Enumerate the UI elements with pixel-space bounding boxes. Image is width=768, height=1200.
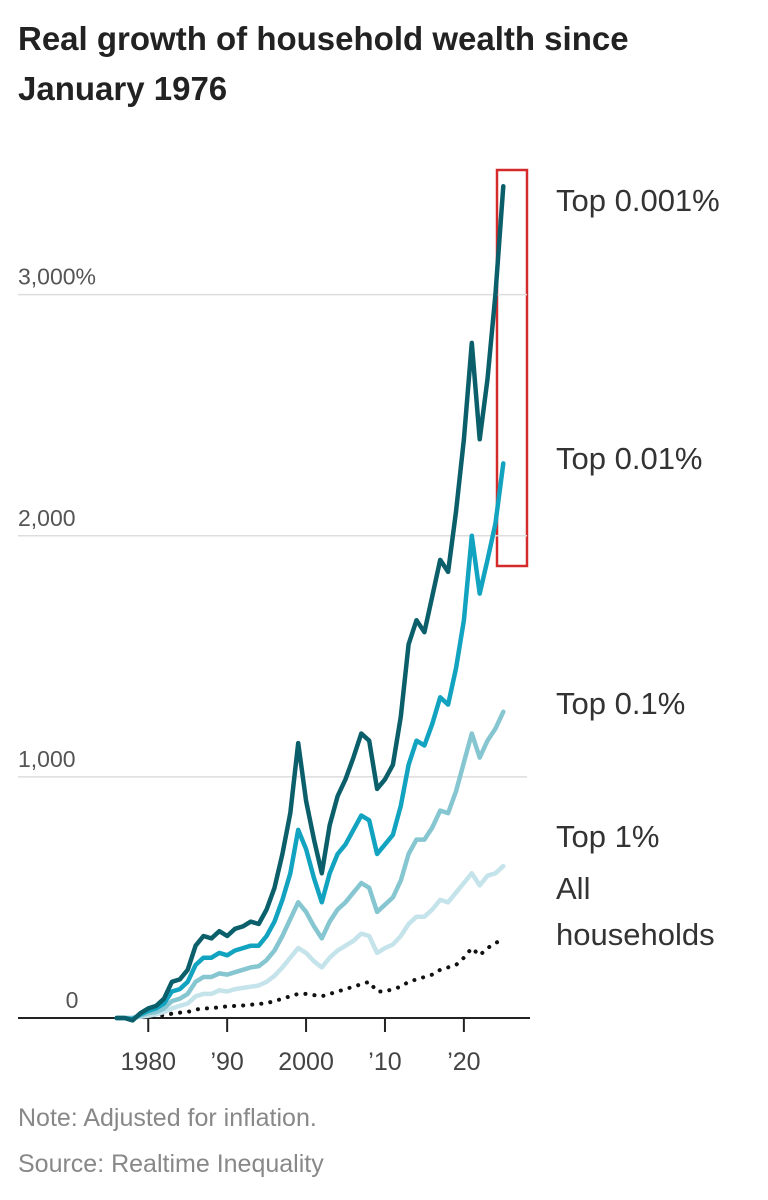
x-tick-label: ’90 xyxy=(210,1048,243,1076)
x-tick-label: 2000 xyxy=(278,1048,334,1076)
y-tick-label: 1,000 xyxy=(18,746,76,772)
series-label: All households xyxy=(556,871,715,952)
y-tick-label: 2,000 xyxy=(18,505,76,531)
series-label: Top 0.1% xyxy=(556,686,686,721)
x-tick-label: ’10 xyxy=(368,1048,401,1076)
y-tick-label: 0 xyxy=(66,987,79,1013)
series-line xyxy=(114,936,506,1020)
series-label: Top 0.01% xyxy=(556,441,703,476)
series-line xyxy=(114,709,506,1021)
series-line xyxy=(114,863,506,1021)
highlight-box xyxy=(495,168,529,568)
series-line xyxy=(114,461,506,1022)
x-tick-label: ’20 xyxy=(447,1048,480,1076)
x-tick-label: 1980 xyxy=(120,1048,176,1076)
series-label: Top 0.001% xyxy=(556,183,720,218)
series-label: Top 1% xyxy=(556,819,660,854)
source: Source: Realtime Inequality xyxy=(18,1150,324,1178)
chart-title: Real growth of household wealth since Ja… xyxy=(18,20,629,107)
note: Note: Adjusted for inflation. xyxy=(18,1104,317,1132)
series-line xyxy=(114,183,506,1023)
y-tick-label: 3,000% xyxy=(18,264,96,290)
